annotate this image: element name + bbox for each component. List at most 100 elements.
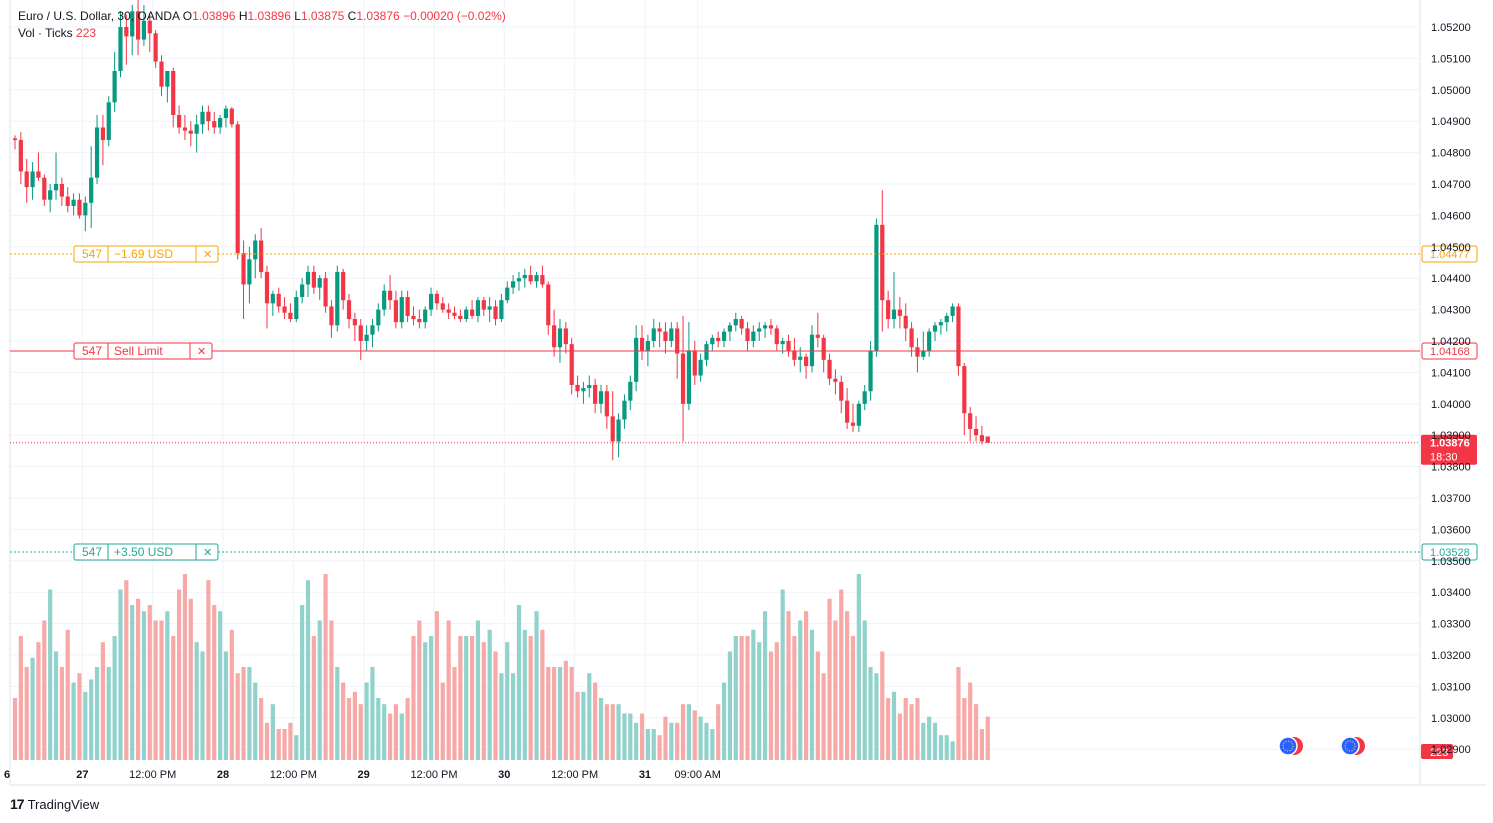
- volume-bar: [346, 698, 352, 760]
- volume-bar: [59, 667, 64, 760]
- volume-bar: [218, 611, 223, 760]
- volume-bar: [176, 589, 182, 760]
- volume-label[interactable]: Vol · Ticks: [18, 26, 73, 40]
- candle-body: [270, 293, 275, 304]
- volume-bar: [182, 574, 188, 760]
- candle-body: [598, 391, 604, 404]
- event-icons: [1278, 736, 1365, 756]
- candle-body: [698, 359, 703, 376]
- candle-body: [762, 325, 768, 329]
- close-label: C: [347, 9, 357, 23]
- price-tick-label: 1.03900: [1431, 430, 1471, 442]
- candle-body: [727, 325, 733, 332]
- volume-bar: [323, 574, 328, 760]
- volume-legend-row: Vol · Ticks 223: [18, 25, 506, 42]
- order-label-limit[interactable]: 547 Sell Limit ✕: [73, 342, 213, 360]
- volume-bar: [669, 722, 674, 760]
- price-tick-label: 1.03500: [1431, 556, 1471, 568]
- candle-body: [405, 297, 410, 316]
- time-tick-label: 31: [639, 769, 651, 781]
- candle-body: [387, 290, 393, 301]
- volume-bar: [305, 580, 311, 760]
- volume-bar: [522, 629, 527, 760]
- symbol-title[interactable]: Euro / U.S. Dollar, 30, OANDA: [18, 9, 180, 23]
- candle-body: [956, 306, 961, 367]
- volume-bar: [475, 620, 481, 760]
- candle-body: [364, 334, 369, 341]
- order-close-icon[interactable]: ✕: [203, 249, 212, 261]
- volume-bar: [751, 629, 756, 760]
- candle-body: [335, 271, 340, 326]
- volume-bar: [698, 716, 703, 760]
- volume-bar: [932, 722, 938, 760]
- candle-body: [42, 177, 47, 200]
- countdown-text: 18:30: [1430, 452, 1458, 464]
- order-close-icon[interactable]: ✕: [197, 346, 206, 358]
- price-tick-label: 1.04100: [1431, 367, 1471, 379]
- price-tick-label: 1.04800: [1431, 148, 1471, 160]
- candle-body: [927, 331, 932, 351]
- candle-body: [253, 240, 258, 260]
- candle-body: [639, 337, 645, 351]
- candle-body: [159, 61, 164, 87]
- candle-body: [645, 341, 650, 351]
- volume-bar: [774, 642, 779, 760]
- order-qty: 547: [82, 545, 102, 559]
- volume-bar: [897, 713, 902, 760]
- time-tick-label: 29: [358, 769, 370, 781]
- order-close-icon[interactable]: ✕: [203, 547, 212, 559]
- candle-body: [446, 309, 451, 313]
- order-price-text: 1.04477: [1430, 249, 1470, 261]
- tradingview-footer[interactable]: 17 TradingView: [10, 796, 99, 812]
- candle-body: [716, 337, 721, 341]
- volume-bar: [757, 642, 762, 760]
- volume-bar: [159, 620, 164, 760]
- volume-bar: [657, 735, 662, 760]
- volume-bar: [89, 679, 94, 760]
- candle-body: [200, 111, 205, 125]
- candle-body: [475, 300, 481, 316]
- candle-body: [845, 400, 850, 423]
- candle-body: [469, 309, 475, 316]
- time-tick-label: 12:00 PM: [410, 769, 457, 781]
- volume-bar: [721, 682, 727, 760]
- eu-flag-icon[interactable]: [1278, 736, 1303, 756]
- volume-bar: [868, 667, 873, 760]
- eu-flag-icon[interactable]: [1340, 736, 1365, 756]
- candle-body: [827, 359, 832, 379]
- volume-bar: [733, 636, 738, 760]
- volume-bar: [118, 589, 123, 760]
- order-label-stop[interactable]: 547 −1.69 USD ✕: [73, 245, 219, 263]
- volume-bar: [317, 620, 322, 760]
- volume-bar: [675, 722, 680, 760]
- candle-body: [358, 325, 363, 341]
- order-label-text: Sell Limit: [114, 344, 163, 358]
- volume-bar: [968, 682, 973, 760]
- order-label-take[interactable]: 547 +3.50 USD ✕: [73, 543, 219, 561]
- candle-body: [686, 350, 691, 404]
- candle-body: [821, 337, 826, 360]
- candle-body: [557, 328, 563, 348]
- volume-bar: [329, 620, 334, 760]
- candle-body: [18, 140, 23, 172]
- volume-bar: [30, 657, 35, 760]
- volume-bar: [428, 636, 434, 760]
- candle-body: [581, 388, 586, 392]
- volume-bar: [534, 611, 539, 760]
- volume-bar: [604, 704, 609, 760]
- volume-bar: [370, 667, 375, 760]
- order-price-text: 1.04168: [1430, 346, 1470, 358]
- volume-bar: [874, 673, 879, 760]
- volume-bar: [106, 667, 111, 760]
- candle-body: [341, 271, 346, 301]
- candle-body: [499, 300, 504, 320]
- volume-bar: [171, 636, 176, 760]
- volume-bar: [399, 713, 404, 760]
- candle-body: [235, 124, 240, 254]
- volume-bar: [528, 636, 533, 760]
- candle-body: [880, 224, 885, 301]
- eu-stars-icon: [1282, 740, 1294, 752]
- candle-body: [94, 127, 100, 178]
- volume-bar: [200, 651, 205, 760]
